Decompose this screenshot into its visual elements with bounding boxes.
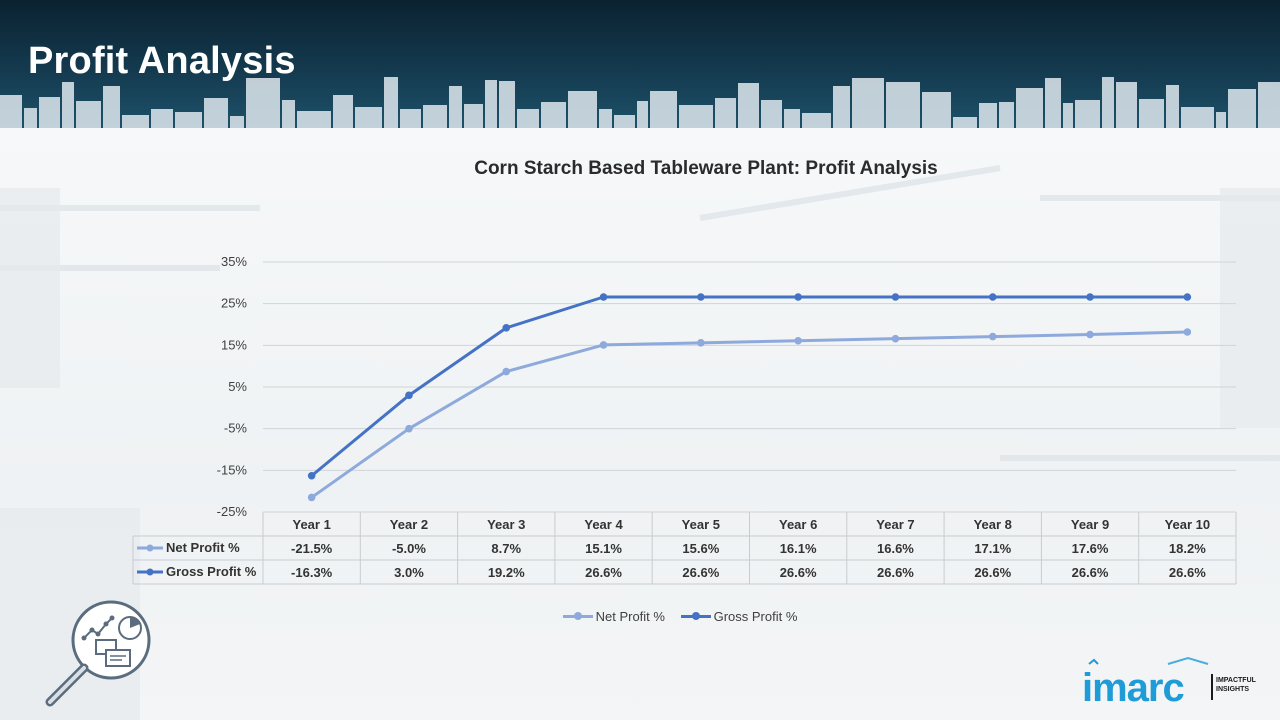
table-cell-value: 19.2%	[488, 565, 525, 580]
data-point	[988, 293, 997, 301]
analytics-magnifier-icon	[45, 600, 151, 707]
x-tick-label: Year 5	[682, 517, 720, 532]
logo-wordmark: imarc	[1082, 666, 1185, 710]
table-cell-value: 3.0%	[394, 565, 424, 580]
data-point	[794, 336, 802, 345]
table-cell-value: 26.6%	[1169, 565, 1206, 580]
y-tick-label: 25%	[221, 296, 247, 311]
table-key-marker	[146, 544, 154, 552]
x-tick-label: Year 3	[487, 517, 525, 532]
data-point	[988, 332, 997, 341]
legend-swatch-gross-profit	[680, 612, 711, 620]
data-point	[1183, 328, 1192, 336]
table-cell-value: 26.6%	[877, 565, 914, 580]
x-tick-label: Year 1	[292, 517, 330, 532]
legend-swatch-net-profit	[562, 612, 593, 620]
data-point	[599, 341, 608, 349]
table-cell-value: -5.0%	[392, 541, 426, 556]
table-cell-value: -21.5%	[291, 541, 333, 556]
data-point	[697, 339, 705, 347]
data-point	[697, 293, 705, 301]
y-tick-label: 5%	[228, 379, 247, 394]
table-cell-value: 16.1%	[780, 541, 817, 556]
skyline-buildings	[0, 77, 1280, 128]
y-tick-label: 35%	[221, 254, 247, 269]
logo-tagline: IMPACTFUL INSIGHTS	[1216, 676, 1276, 694]
table-cell-value: 26.6%	[682, 565, 719, 580]
x-tick-label: Year 7	[876, 517, 914, 532]
legend-label-gross-profit: Gross Profit %	[713, 609, 798, 624]
table-cell-value: 17.6%	[1072, 541, 1109, 556]
x-tick-label: Year 10	[1165, 517, 1211, 532]
y-tick-label: 15%	[221, 337, 247, 352]
data-point	[891, 293, 900, 301]
table-key-marker	[146, 568, 154, 576]
imarc-logo	[1088, 656, 1209, 665]
table-cell-value: 17.1%	[974, 541, 1011, 556]
series-line	[310, 330, 1188, 499]
logo-tagline-line-1: IMPACTFUL	[1216, 677, 1256, 684]
y-tick-label: -5%	[224, 421, 248, 436]
x-tick-label: Year 4	[584, 517, 623, 532]
table-cell-value: 16.6%	[877, 541, 914, 556]
table-cell-value: 26.6%	[974, 565, 1011, 580]
x-tick-label: Year 6	[779, 517, 817, 532]
table-cell-value: -16.3%	[291, 565, 333, 580]
data-point	[405, 391, 413, 400]
legend-item-net-profit: Net Profit %	[562, 609, 665, 624]
legend-item-gross-profit: Gross Profit %	[680, 609, 798, 624]
data-point	[307, 493, 316, 502]
data-point	[891, 334, 900, 343]
series-line	[310, 295, 1188, 477]
data-point	[599, 293, 608, 301]
logo-divider	[1211, 674, 1213, 700]
y-tick-label: -25%	[217, 504, 248, 519]
table-cell-value: 26.6%	[780, 565, 817, 580]
x-tick-label: Year 9	[1071, 517, 1109, 532]
city-skyline-graphic	[0, 77, 1280, 128]
legend-label-net-profit: Net Profit %	[595, 609, 665, 624]
data-point	[307, 471, 316, 480]
table-cell-value: 18.2%	[1169, 541, 1206, 556]
x-tick-label: Year 2	[390, 517, 428, 532]
background-factory-graphic	[0, 165, 1280, 720]
content-area	[0, 128, 1280, 720]
y-tick-label: -15%	[217, 462, 248, 477]
data-point	[1183, 293, 1192, 301]
logo-tagline-line-2: INSIGHTS	[1216, 686, 1250, 693]
x-tick-label: Year 8	[974, 517, 1012, 532]
header-banner: Profit Analysis	[0, 0, 1280, 128]
data-point	[502, 324, 511, 332]
data-point	[1086, 330, 1094, 339]
data-table: Year 1 Year 2 Year 3 Year 4 Year 5 Year 6 Year…	[132, 512, 1237, 585]
data-point	[794, 293, 802, 301]
chart-legend: Net Profit % Gross Profit %	[0, 606, 1280, 624]
table-row-label: Gross Profit %	[166, 564, 257, 579]
chart-title: Corn Starch Based Tableware Plant: Profi…	[474, 158, 938, 179]
table-row-key	[137, 568, 163, 576]
data-point	[1086, 293, 1094, 301]
page-title: Profit Analysis	[28, 40, 296, 82]
data-point	[405, 424, 413, 433]
table-row-key	[137, 544, 163, 552]
series-net-profit	[307, 328, 1192, 502]
table-cell-value: 15.1%	[585, 541, 622, 556]
table-cell-value: 26.6%	[585, 565, 622, 580]
table-cell-value: 26.6%	[1072, 565, 1109, 580]
table-row-label: Net Profit %	[166, 540, 240, 555]
series-gross-profit	[307, 293, 1192, 480]
table-cell-value: 15.6%	[682, 541, 719, 556]
table-cell-value: 8.7%	[491, 541, 521, 556]
data-point	[502, 367, 511, 376]
